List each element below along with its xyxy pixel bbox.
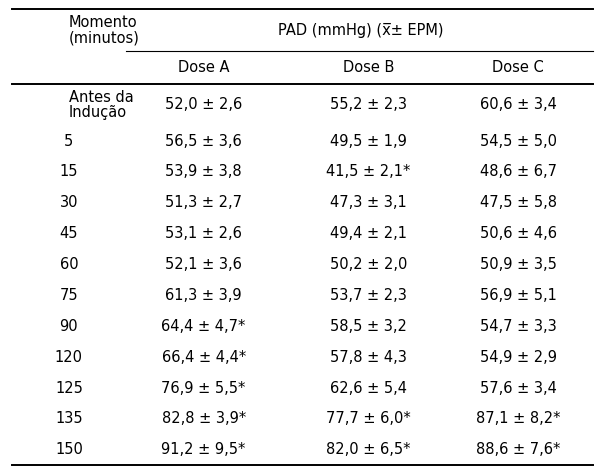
Text: 52,1 ± 3,6: 52,1 ± 3,6: [165, 257, 242, 272]
Text: 60,6 ± 3,4: 60,6 ± 3,4: [480, 97, 556, 112]
Text: 41,5 ± 2,1*: 41,5 ± 2,1*: [326, 164, 410, 180]
Text: Indução: Indução: [69, 105, 127, 120]
Text: 60: 60: [59, 257, 78, 272]
Text: 91,2 ± 9,5*: 91,2 ± 9,5*: [162, 442, 246, 457]
Text: Dose A: Dose A: [178, 60, 229, 75]
Text: 75: 75: [59, 288, 78, 303]
Text: 5: 5: [64, 133, 74, 149]
Text: 54,9 ± 2,9: 54,9 ± 2,9: [480, 350, 556, 365]
Text: 57,8 ± 4,3: 57,8 ± 4,3: [330, 350, 407, 365]
Text: (minutos): (minutos): [69, 30, 140, 45]
Text: 53,1 ± 2,6: 53,1 ± 2,6: [165, 226, 242, 241]
Text: 88,6 ± 7,6*: 88,6 ± 7,6*: [476, 442, 560, 457]
Text: 62,6 ± 5,4: 62,6 ± 5,4: [330, 381, 407, 396]
Text: 87,1 ± 8,2*: 87,1 ± 8,2*: [476, 411, 561, 426]
Text: 135: 135: [55, 411, 83, 426]
Text: 76,9 ± 5,5*: 76,9 ± 5,5*: [162, 381, 246, 396]
Text: 15: 15: [60, 164, 78, 180]
Text: 47,3 ± 3,1: 47,3 ± 3,1: [330, 196, 407, 211]
Text: 49,4 ± 2,1: 49,4 ± 2,1: [330, 226, 407, 241]
Text: 49,5 ± 1,9: 49,5 ± 1,9: [330, 133, 407, 149]
Text: Dose B: Dose B: [343, 60, 394, 75]
Text: 150: 150: [55, 442, 83, 457]
Text: 125: 125: [55, 381, 83, 396]
Text: 56,5 ± 3,6: 56,5 ± 3,6: [165, 133, 242, 149]
Text: 77,7 ± 6,0*: 77,7 ± 6,0*: [326, 411, 411, 426]
Text: Momento: Momento: [69, 15, 138, 30]
Text: 45: 45: [60, 226, 78, 241]
Text: 51,3 ± 2,7: 51,3 ± 2,7: [165, 196, 242, 211]
Text: 90: 90: [59, 319, 78, 334]
Text: PAD (mmHg) (x̅± EPM): PAD (mmHg) (x̅± EPM): [278, 23, 444, 38]
Text: 64,4 ± 4,7*: 64,4 ± 4,7*: [162, 319, 246, 334]
Text: 50,9 ± 3,5: 50,9 ± 3,5: [480, 257, 556, 272]
Text: Dose C: Dose C: [492, 60, 544, 75]
Text: 48,6 ± 6,7: 48,6 ± 6,7: [480, 164, 556, 180]
Text: 58,5 ± 3,2: 58,5 ± 3,2: [330, 319, 407, 334]
Text: 66,4 ± 4,4*: 66,4 ± 4,4*: [162, 350, 246, 365]
Text: 50,6 ± 4,6: 50,6 ± 4,6: [480, 226, 556, 241]
Text: 54,5 ± 5,0: 54,5 ± 5,0: [480, 133, 556, 149]
Text: 61,3 ± 3,9: 61,3 ± 3,9: [165, 288, 242, 303]
Text: 53,9 ± 3,8: 53,9 ± 3,8: [165, 164, 242, 180]
Text: 54,7 ± 3,3: 54,7 ± 3,3: [480, 319, 556, 334]
Text: Antes da: Antes da: [69, 90, 134, 105]
Text: 50,2 ± 2,0: 50,2 ± 2,0: [329, 257, 407, 272]
Text: 30: 30: [60, 196, 78, 211]
Text: 57,6 ± 3,4: 57,6 ± 3,4: [480, 381, 556, 396]
Text: 55,2 ± 2,3: 55,2 ± 2,3: [330, 97, 407, 112]
Text: 52,0 ± 2,6: 52,0 ± 2,6: [165, 97, 242, 112]
Text: 53,7 ± 2,3: 53,7 ± 2,3: [330, 288, 407, 303]
Text: 82,8 ± 3,9*: 82,8 ± 3,9*: [162, 411, 246, 426]
Text: 56,9 ± 5,1: 56,9 ± 5,1: [480, 288, 556, 303]
Text: 82,0 ± 6,5*: 82,0 ± 6,5*: [326, 442, 411, 457]
Text: 120: 120: [55, 350, 83, 365]
Text: 47,5 ± 5,8: 47,5 ± 5,8: [480, 196, 556, 211]
